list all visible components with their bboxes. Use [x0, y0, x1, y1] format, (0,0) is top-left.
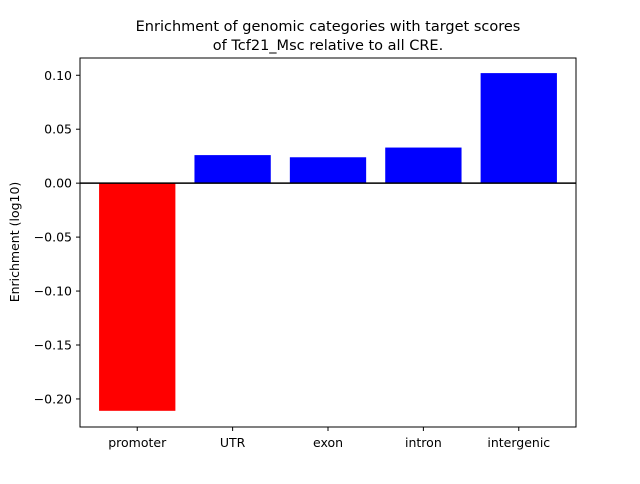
bar-intergenic [480, 73, 557, 184]
bar-UTR [194, 155, 271, 184]
bar-promoter [99, 183, 176, 411]
x-tick-label-UTR: UTR [220, 435, 246, 450]
y-tick-label: 0.05 [44, 122, 72, 137]
y-tick-label: −0.10 [34, 284, 72, 299]
bar-exon [289, 157, 367, 184]
bar-intron [385, 147, 462, 184]
x-tick-label-intron: intron [405, 435, 442, 450]
y-tick-label: 0.10 [44, 68, 72, 83]
y-tick-label: −0.15 [34, 338, 72, 353]
x-tick-label-intergenic: intergenic [487, 435, 550, 450]
x-tick-label-exon: exon [313, 435, 343, 450]
y-axis-ticks: −0.20 −0.15 −0.10 −0.05 0.00 0.05 0.10 [34, 68, 80, 406]
chart-title-line-1: Enrichment of genomic categories with ta… [136, 19, 521, 35]
y-tick-label: 0.00 [44, 176, 72, 191]
x-tick-label-promoter: promoter [108, 435, 167, 450]
y-tick-label: −0.05 [34, 230, 72, 245]
chart-title-line-2: of Tcf21_Msc relative to all CRE. [213, 38, 443, 54]
x-axis-ticks: promoter UTR exon intron intergenic [108, 427, 550, 450]
y-tick-label: −0.20 [34, 391, 72, 406]
y-axis-label: Enrichment (log10) [7, 182, 22, 303]
bars-layer [99, 73, 557, 411]
